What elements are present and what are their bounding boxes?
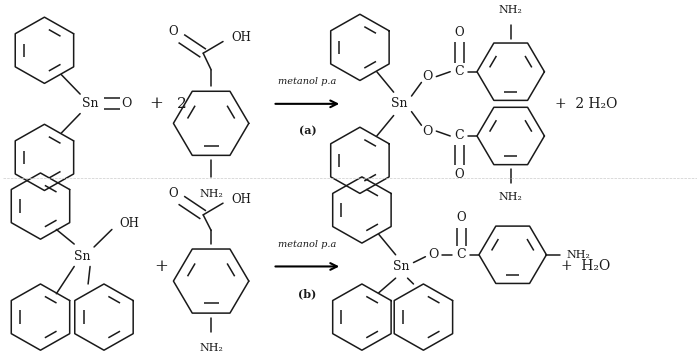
Text: NH₂: NH₂ — [499, 193, 523, 203]
Text: Sn: Sn — [391, 97, 408, 110]
Text: NH₂: NH₂ — [566, 250, 590, 260]
Text: NH₂: NH₂ — [499, 5, 523, 15]
Text: metanol p.a: metanol p.a — [278, 240, 337, 249]
Text: O: O — [454, 26, 464, 39]
Text: OH: OH — [231, 31, 251, 44]
Text: NH₂: NH₂ — [199, 343, 223, 353]
Text: (b): (b) — [298, 288, 316, 299]
Text: C: C — [454, 65, 464, 78]
Text: Sn: Sn — [393, 260, 410, 273]
Text: O: O — [454, 168, 464, 182]
Text: NH₂: NH₂ — [199, 189, 223, 199]
Text: O: O — [169, 187, 178, 200]
Text: O: O — [169, 25, 178, 38]
Text: OH: OH — [120, 217, 140, 230]
Text: +: + — [155, 258, 169, 275]
Text: O: O — [422, 70, 433, 83]
Text: O: O — [122, 97, 132, 110]
Text: OH: OH — [231, 193, 251, 206]
Text: Sn: Sn — [74, 250, 90, 263]
Text: C: C — [456, 248, 466, 261]
Text: O: O — [422, 125, 433, 137]
Text: +  H₂O: + H₂O — [561, 260, 610, 274]
Text: +  2 H₂O: + 2 H₂O — [555, 97, 617, 111]
Text: O: O — [456, 211, 466, 224]
Text: 2: 2 — [176, 97, 186, 111]
Text: metanol p.a: metanol p.a — [278, 77, 337, 86]
Text: O: O — [428, 248, 438, 261]
Text: Sn: Sn — [82, 97, 98, 110]
Text: +: + — [150, 95, 164, 112]
Text: C: C — [454, 130, 464, 142]
Text: (a): (a) — [298, 125, 316, 136]
